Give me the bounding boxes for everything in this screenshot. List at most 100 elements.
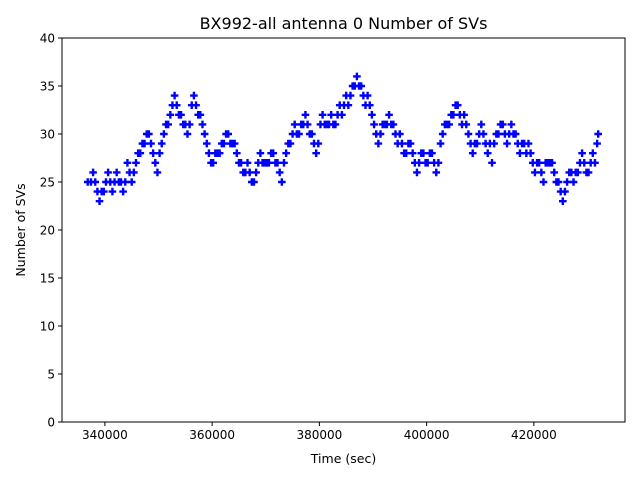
- y-axis: 0 5 10 15 20 25 30 35 40: [40, 32, 62, 430]
- y-tick-label: 20: [40, 224, 55, 238]
- data-point: [524, 139, 533, 148]
- data-point: [245, 168, 254, 177]
- data-point: [548, 159, 556, 167]
- data-point: [140, 139, 149, 148]
- data-point: [190, 91, 198, 100]
- data-point: [160, 130, 168, 138]
- data-point: [593, 139, 601, 148]
- data-point: [368, 111, 376, 119]
- data-point: [554, 178, 563, 186]
- data-point: [130, 168, 138, 177]
- data-point: [408, 149, 417, 157]
- data-point: [531, 168, 539, 177]
- data-point: [473, 139, 481, 148]
- data-point: [202, 139, 211, 148]
- data-point: [415, 159, 423, 167]
- data-point: [398, 139, 406, 148]
- data-point: [250, 178, 258, 186]
- data-point: [385, 111, 393, 119]
- data-point: [591, 159, 599, 167]
- data-point: [121, 178, 130, 186]
- data-point: [389, 120, 398, 129]
- data-point: [402, 149, 411, 157]
- y-tick-label: 40: [40, 32, 55, 46]
- data-point: [445, 120, 453, 129]
- data-point: [574, 168, 582, 177]
- data-point: [535, 159, 544, 167]
- data-point: [550, 168, 559, 177]
- data-point: [331, 120, 340, 129]
- data-point: [301, 111, 310, 119]
- data-point: [563, 178, 571, 186]
- data-point: [436, 139, 445, 148]
- y-tick-label: 5: [47, 368, 55, 382]
- data-point: [123, 159, 132, 167]
- data-point: [273, 159, 282, 167]
- data-point: [396, 130, 404, 138]
- data-point: [370, 120, 378, 129]
- x-tick-label: 400000: [404, 428, 450, 442]
- data-point: [312, 149, 320, 157]
- data-point: [460, 111, 468, 119]
- data-point: [539, 178, 548, 186]
- y-tick-label: 35: [40, 80, 55, 94]
- data-point: [183, 130, 192, 138]
- data-point: [112, 168, 121, 177]
- data-point: [185, 120, 194, 129]
- data-point: [108, 187, 117, 196]
- data-point: [376, 130, 385, 138]
- data-point: [318, 111, 327, 119]
- x-axis-label: Time (sec): [310, 451, 376, 466]
- data-point: [507, 120, 516, 129]
- data-point: [147, 139, 155, 148]
- data-point: [100, 187, 108, 196]
- data-point: [232, 149, 241, 157]
- data-point: [346, 91, 355, 100]
- data-point: [136, 149, 145, 157]
- data-point: [282, 149, 290, 157]
- data-point: [256, 149, 265, 157]
- data-point: [127, 178, 136, 186]
- data-point: [428, 149, 436, 157]
- y-tick-label: 10: [40, 320, 55, 334]
- data-point: [224, 130, 233, 138]
- data-point: [344, 101, 353, 109]
- data-point: [449, 111, 458, 119]
- data-point: [559, 197, 567, 205]
- data-point: [494, 130, 503, 138]
- data-point: [578, 149, 586, 157]
- data-point: [237, 159, 245, 167]
- data-point: [280, 159, 288, 167]
- data-point: [91, 178, 100, 186]
- y-tick-label: 25: [40, 176, 55, 190]
- data-point: [464, 130, 473, 138]
- data-point: [145, 130, 153, 138]
- data-point: [423, 159, 432, 167]
- plot-area: [83, 72, 602, 205]
- data-point: [406, 139, 415, 148]
- data-point: [230, 139, 239, 148]
- x-tick-label: 340000: [82, 428, 128, 442]
- y-axis-label: Number of SVs: [13, 183, 28, 276]
- data-point: [569, 178, 578, 186]
- data-point: [290, 120, 299, 129]
- data-point: [200, 130, 209, 138]
- y-tick-label: 0: [47, 416, 55, 430]
- data-point: [338, 111, 346, 119]
- data-point: [166, 111, 175, 119]
- data-point: [170, 91, 179, 100]
- data-point: [198, 120, 207, 129]
- data-point: [89, 168, 97, 177]
- data-point: [580, 159, 589, 167]
- data-point: [363, 91, 372, 100]
- data-point: [413, 168, 421, 177]
- data-point: [314, 139, 323, 148]
- data-point: [589, 149, 597, 157]
- data-point: [483, 149, 492, 157]
- data-point: [432, 168, 441, 177]
- data-point: [215, 149, 224, 157]
- data-point: [462, 120, 471, 129]
- data-point: [477, 120, 486, 129]
